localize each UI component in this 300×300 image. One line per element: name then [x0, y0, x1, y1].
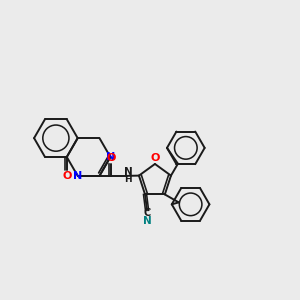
- Text: O: O: [62, 171, 71, 181]
- Text: C: C: [143, 208, 151, 218]
- Text: H: H: [124, 175, 132, 184]
- Text: O: O: [150, 153, 160, 163]
- Text: N: N: [124, 167, 133, 177]
- Text: N: N: [106, 152, 115, 162]
- Text: O: O: [107, 153, 116, 163]
- Text: N: N: [143, 216, 152, 226]
- Text: N: N: [73, 171, 82, 181]
